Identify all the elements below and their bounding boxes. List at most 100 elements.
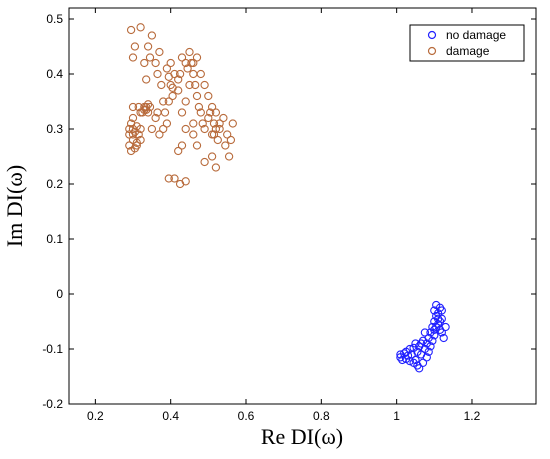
point-damage-41 — [177, 53, 187, 62]
point-damage-33 — [162, 119, 172, 128]
point-damage-29 — [155, 47, 164, 57]
point-damage-58 — [213, 135, 222, 145]
point-damage-22 — [140, 58, 149, 68]
legend-label-damage: damage — [446, 44, 490, 58]
point-damage-102 — [132, 141, 141, 150]
x-tick-label-4: 1 — [393, 409, 400, 423]
point-damage-44 — [185, 47, 194, 57]
y-tick-label-3: 0.1 — [46, 232, 63, 246]
point-damage-6 — [128, 113, 138, 123]
point-damage-51 — [198, 119, 207, 128]
point-damage-32 — [160, 108, 170, 117]
points-layer — [125, 23, 450, 373]
point-damage-84 — [181, 97, 190, 106]
point-damage-94 — [209, 130, 219, 139]
y-tick-label-2: 0 — [56, 287, 63, 301]
point-damage-106 — [168, 83, 177, 92]
point-no-damage-42 — [409, 358, 418, 367]
point-damage-21 — [143, 100, 153, 109]
point-damage-37 — [168, 91, 177, 101]
point-damage-85 — [185, 80, 194, 90]
point-damage-96 — [130, 42, 140, 51]
point-damage-66 — [211, 163, 221, 172]
point-damage-104 — [166, 58, 175, 68]
point-no-damage-40 — [416, 339, 426, 348]
point-no-damage-46 — [433, 314, 443, 323]
x-axis-label: Re DI(ω) — [261, 424, 343, 449]
point-damage-65 — [228, 119, 237, 128]
x-tick-label-2: 0.6 — [238, 409, 255, 423]
point-damage-90 — [204, 91, 213, 101]
point-damage-64 — [226, 135, 236, 145]
point-damage-82 — [147, 124, 157, 134]
point-damage-89 — [200, 80, 209, 90]
legend-label-no-damage: no damage — [446, 28, 506, 42]
point-no-damage-21 — [426, 342, 435, 351]
legend-marker-no-damage — [427, 30, 437, 40]
point-damage-87 — [192, 53, 202, 62]
point-no-damage-39 — [420, 328, 430, 337]
point-damage-93 — [215, 119, 224, 128]
point-damage-91 — [207, 102, 217, 112]
point-no-damage-49 — [432, 322, 441, 332]
point-damage-46 — [189, 69, 198, 79]
point-damage-47 — [191, 80, 200, 90]
point-damage-59 — [215, 124, 224, 134]
point-damage-12 — [134, 130, 143, 139]
point-damage-53 — [204, 113, 213, 123]
point-damage-77 — [164, 174, 173, 183]
point-damage-26 — [147, 31, 157, 40]
plot-frame — [68, 7, 537, 405]
y-tick-label-5: 0.3 — [46, 122, 63, 136]
point-no-damage-47 — [437, 306, 446, 315]
point-damage-63 — [224, 152, 234, 161]
point-no-damage-37 — [428, 336, 437, 345]
point-no-damage-34 — [437, 328, 446, 337]
point-damage-61 — [221, 141, 230, 150]
legend-box — [409, 24, 525, 62]
point-damage-79 — [159, 124, 168, 134]
legend: no damage damage — [409, 24, 525, 62]
y-tick-label-6: 0.4 — [46, 67, 63, 81]
point-damage-35 — [164, 97, 173, 106]
point-damage-76 — [181, 177, 190, 186]
point-damage-23 — [142, 75, 151, 84]
point-damage-81 — [151, 113, 160, 123]
point-no-damage-38 — [424, 347, 433, 356]
y-tick-label-0: -0.2 — [42, 397, 63, 411]
point-damage-71 — [181, 124, 190, 134]
point-damage-43 — [183, 64, 192, 73]
point-damage-54 — [206, 108, 215, 117]
point-damage-27 — [151, 58, 160, 68]
x-tick-label-1: 0.4 — [162, 409, 179, 423]
legend-marker-damage — [427, 46, 437, 56]
point-damage-95 — [126, 25, 136, 35]
point-damage-98 — [136, 23, 145, 32]
point-damage-101 — [128, 130, 138, 139]
point-damage-80 — [155, 130, 164, 139]
point-damage-69 — [192, 141, 202, 150]
x-tick-label-3: 0.8 — [313, 409, 330, 423]
point-damage-70 — [189, 130, 198, 139]
point-damage-83 — [177, 108, 187, 117]
point-damage-62 — [223, 130, 232, 139]
y-axis-label: Im DI(ω) — [2, 165, 27, 247]
point-no-damage-48 — [435, 317, 445, 326]
point-damage-25 — [145, 53, 155, 62]
point-damage-72 — [177, 141, 187, 150]
point-damage-86 — [189, 58, 198, 68]
point-damage-67 — [207, 152, 217, 161]
point-damage-103 — [174, 75, 183, 84]
x-tick-label-0: 0.2 — [87, 409, 104, 423]
point-no-damage-25 — [430, 331, 439, 340]
point-damage-30 — [157, 80, 166, 90]
y-tick-label-7: 0.5 — [46, 12, 63, 26]
point-no-damage-36 — [441, 322, 450, 332]
point-damage-107 — [153, 108, 162, 117]
x-tick-label-5: 1.2 — [464, 409, 481, 423]
point-damage-52 — [200, 124, 209, 134]
point-damage-100 — [140, 105, 149, 114]
point-damage-57 — [211, 124, 221, 134]
point-damage-40 — [175, 69, 185, 79]
